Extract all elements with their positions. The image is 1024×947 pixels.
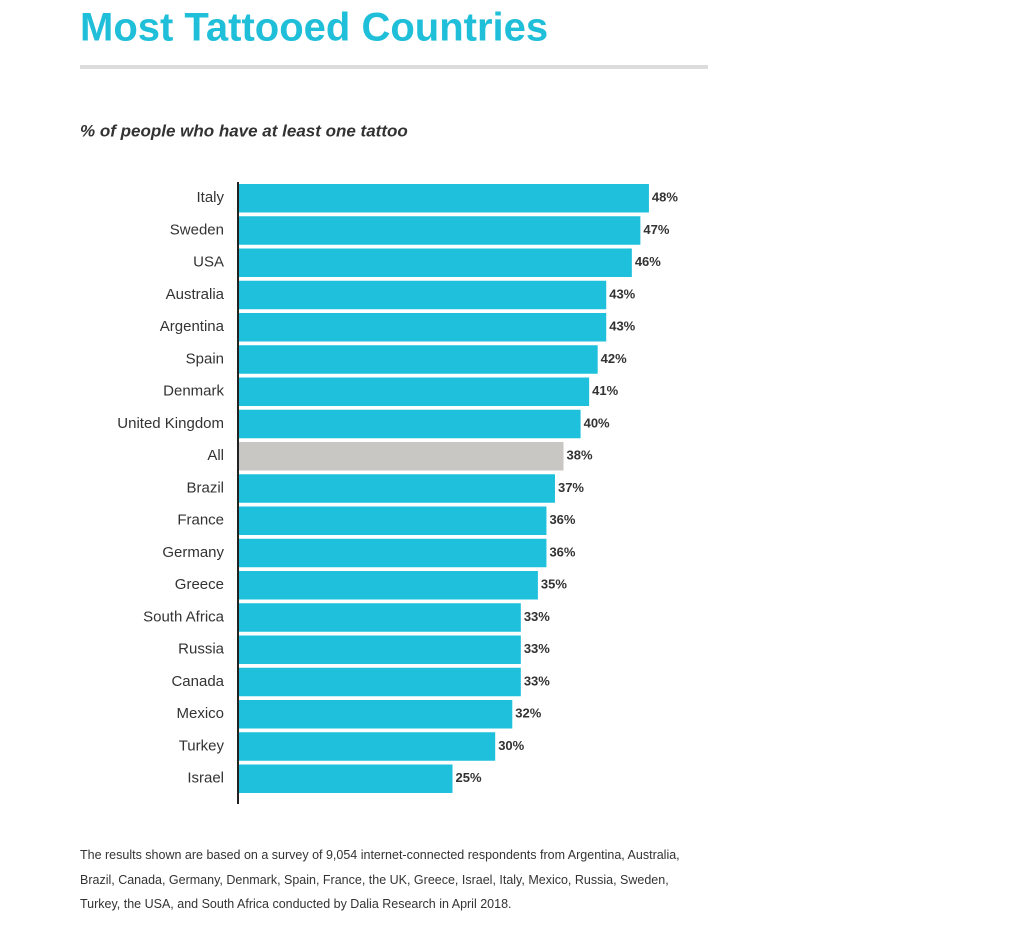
value-label: 43% bbox=[609, 319, 635, 334]
bar bbox=[239, 248, 632, 277]
chart: Most Tattooed Countries % of people who … bbox=[80, 6, 708, 804]
value-label: 35% bbox=[541, 577, 567, 592]
chart-subtitle: % of people who have at least one tattoo bbox=[80, 121, 408, 140]
value-label: 33% bbox=[524, 673, 550, 688]
bar bbox=[239, 603, 521, 632]
category-label: France bbox=[177, 512, 224, 529]
bar bbox=[239, 506, 547, 535]
footnote: The results shown are based on a survey … bbox=[80, 848, 680, 911]
bar bbox=[239, 764, 453, 793]
category-label: Israel bbox=[187, 770, 224, 787]
bar bbox=[239, 280, 607, 310]
category-label: Turkey bbox=[179, 737, 225, 754]
category-label: Denmark bbox=[163, 383, 224, 400]
bar bbox=[239, 345, 598, 374]
category-label: Germany bbox=[162, 544, 224, 561]
bar bbox=[239, 732, 496, 761]
value-label: 33% bbox=[524, 609, 550, 624]
value-label: 36% bbox=[549, 512, 575, 527]
category-label: Canada bbox=[171, 673, 224, 690]
category-label: South Africa bbox=[143, 608, 225, 625]
category-label: Brazil bbox=[186, 479, 224, 496]
value-label: 36% bbox=[549, 544, 575, 559]
category-label: USA bbox=[193, 254, 224, 271]
bar bbox=[239, 377, 590, 406]
value-label: 25% bbox=[456, 770, 482, 785]
chart-title: Most Tattooed Countries bbox=[80, 6, 548, 50]
bar bbox=[239, 667, 521, 697]
value-label: 43% bbox=[609, 286, 635, 301]
value-label: 47% bbox=[643, 222, 669, 237]
category-label: Mexico bbox=[176, 705, 224, 722]
category-label: Australia bbox=[166, 286, 225, 303]
bar bbox=[239, 571, 538, 600]
value-label: 42% bbox=[601, 351, 627, 366]
bar bbox=[239, 184, 649, 213]
value-label: 38% bbox=[567, 448, 593, 463]
bar bbox=[239, 216, 641, 245]
category-label: Greece bbox=[175, 576, 224, 593]
value-label: 46% bbox=[635, 254, 661, 269]
value-label: 30% bbox=[498, 738, 524, 753]
bar bbox=[239, 409, 581, 439]
bar bbox=[239, 442, 564, 471]
value-label: 41% bbox=[592, 383, 618, 398]
category-label: Spain bbox=[186, 350, 224, 367]
bar bbox=[239, 313, 607, 342]
value-label: 40% bbox=[584, 415, 610, 430]
value-label: 33% bbox=[524, 641, 550, 656]
bar bbox=[239, 538, 547, 568]
category-label: United Kingdom bbox=[117, 415, 224, 432]
category-label: Argentina bbox=[160, 318, 225, 335]
bar bbox=[239, 635, 521, 664]
category-label: Sweden bbox=[170, 221, 224, 238]
bar bbox=[239, 700, 513, 729]
category-label: Russia bbox=[178, 641, 225, 658]
category-label: Italy bbox=[196, 189, 224, 206]
bar bbox=[239, 474, 555, 503]
value-label: 48% bbox=[652, 190, 678, 205]
category-label: All bbox=[207, 447, 224, 464]
value-label: 32% bbox=[515, 706, 541, 721]
value-label: 37% bbox=[558, 480, 584, 495]
